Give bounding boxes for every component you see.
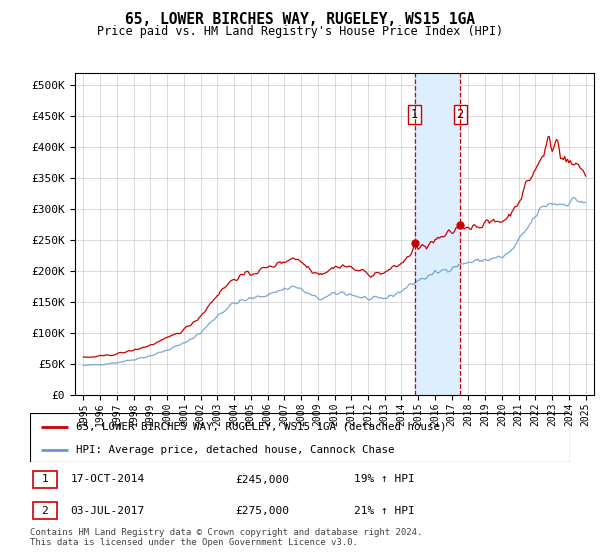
Bar — [33, 502, 57, 520]
Text: HPI: Average price, detached house, Cannock Chase: HPI: Average price, detached house, Cann… — [76, 445, 394, 455]
Text: Contains HM Land Registry data © Crown copyright and database right 2024.
This d: Contains HM Land Registry data © Crown c… — [30, 528, 422, 547]
Text: 1: 1 — [411, 108, 418, 121]
Text: 03-JUL-2017: 03-JUL-2017 — [71, 506, 145, 516]
Text: 21% ↑ HPI: 21% ↑ HPI — [354, 506, 415, 516]
Text: 17-OCT-2014: 17-OCT-2014 — [71, 474, 145, 484]
Bar — [415, 73, 460, 395]
Text: 19% ↑ HPI: 19% ↑ HPI — [354, 474, 415, 484]
Bar — [33, 470, 57, 488]
Text: 1: 1 — [41, 474, 48, 484]
Text: 65, LOWER BIRCHES WAY, RUGELEY, WS15 1GA (detached house): 65, LOWER BIRCHES WAY, RUGELEY, WS15 1GA… — [76, 422, 446, 432]
Text: Price paid vs. HM Land Registry's House Price Index (HPI): Price paid vs. HM Land Registry's House … — [97, 25, 503, 38]
Text: £275,000: £275,000 — [235, 506, 289, 516]
Text: 65, LOWER BIRCHES WAY, RUGELEY, WS15 1GA: 65, LOWER BIRCHES WAY, RUGELEY, WS15 1GA — [125, 12, 475, 27]
Text: 2: 2 — [457, 108, 464, 121]
Text: 2: 2 — [41, 506, 48, 516]
Text: £245,000: £245,000 — [235, 474, 289, 484]
